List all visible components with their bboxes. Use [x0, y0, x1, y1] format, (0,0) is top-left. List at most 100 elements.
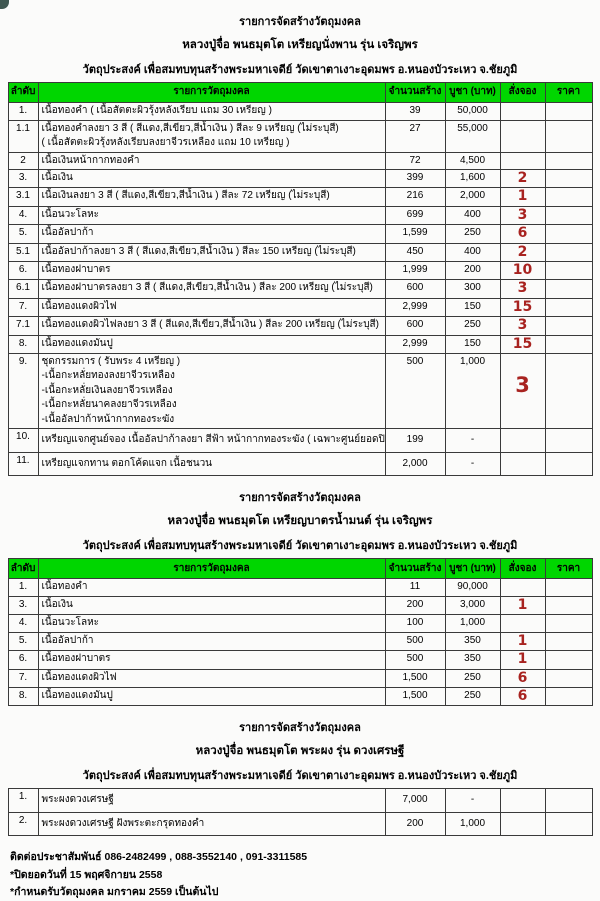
description-line: พระผงดวงเศรษฐี ฝังพระตะกรุดทองคำ: [41, 817, 205, 829]
section3-title-block: รายการจัดสร้างวัตถุมงคล หลวงปู่จื่อ พนธม…: [0, 718, 600, 784]
cell-item-description: เนื้อเงินหน้ากากทองคำ: [37, 151, 386, 170]
cell-worship-price: 4,500: [444, 151, 501, 170]
cell-price-blank: [544, 297, 593, 318]
cell-quantity-made: 2,999: [384, 297, 446, 318]
table-row: 10. เหรียญแจกศูนย์จอง เนื้ออัลปาก้าลงยา ส…: [7, 428, 593, 453]
cell-preorder-count: [499, 102, 546, 121]
cell-worship-price: 50,000: [444, 102, 501, 121]
table-row: 8. เนื้อทองแดงมันปู 1,500 250 6: [7, 686, 593, 707]
cell-worship-price: 350: [444, 650, 501, 670]
table-header-row: ลำดับ รายการวัตถุมงคล จำนวนสร้าง บูชา (บาท)…: [7, 82, 593, 103]
cell-item-description: เนื้อทองแดงมันปู: [37, 334, 386, 354]
cell-index: 4.: [7, 205, 39, 226]
cell-price-blank: [544, 205, 593, 226]
cell-price-blank: [544, 578, 593, 597]
description-line: เนื้ออัลปาก้า: [41, 227, 94, 239]
description-line: -เนื้อกะหลั่ยนาคลงยาจีวรเหลือง: [41, 399, 177, 411]
contact-line: ติดต่อประชาสัมพันธ์ 086-2482499 , 088-35…: [10, 851, 308, 864]
cell-price-blank: [544, 224, 593, 244]
description-line: เนื้อทองแดงมันปู: [41, 337, 113, 349]
cell-preorder-count: 3: [499, 316, 546, 336]
description-line: เนื้อเงิน: [41, 172, 73, 183]
cell-quantity-made: 1,500: [384, 668, 446, 688]
column-header-5: ราคา: [544, 82, 593, 103]
cell-item-description: ชุดกรรมการ ( รับพระ 4 เหรียญ ) -เนื้อกะหล…: [37, 352, 386, 430]
description-line: เนื้อทองคำ ( เนื้อสัตตะผิวรุ้งหลังเรียบ …: [41, 105, 272, 116]
cell-worship-price: 1,000: [444, 614, 501, 633]
cell-worship-price: 200: [444, 260, 501, 281]
cell-quantity-made: 1,999: [384, 260, 446, 281]
section2-title: รายการจัดสร้างวัตถุมงคล: [239, 492, 361, 505]
cell-price-blank: [544, 595, 593, 616]
section3-purpose: วัตถุประสงค์ เพื่อสมทบทุนสร้างพระมหาเจดี…: [82, 770, 518, 783]
column-header-3: บูชา (บาท): [444, 82, 501, 103]
cell-quantity-made: 600: [384, 316, 446, 336]
table-row: 5. เนื้ออัลปาก้า 500 350 1: [7, 631, 593, 652]
description-line: พระผงดวงเศรษฐี: [41, 794, 114, 806]
cell-quantity-made: 27: [384, 119, 446, 153]
cell-item-description: เหรียญแจกทาน ตอกโค้ดแจก เนื้อชนวน: [37, 451, 386, 477]
table-row: 6. เนื้อทองฝาบาตร 500 350 1: [7, 650, 593, 670]
section1-title-block: รายการจัดสร้างวัตถุมงคล หลวงปู่จื่อ พนธม…: [0, 12, 600, 78]
cell-preorder-count: 1: [499, 650, 546, 670]
cell-item-description: เนื้ออัลปาก้า: [37, 631, 386, 652]
description-line: เนื้อทองคำลงยา 3 สี ( สีแดง,สีเขียว,สีน้…: [41, 122, 339, 134]
cell-item-description: พระผงดวงเศรษฐี: [37, 788, 386, 813]
column-header-2: จำนวนสร้าง: [384, 558, 446, 580]
table-row: 11. เหรียญแจกทาน ตอกโค้ดแจก เนื้อชนวน 2,00…: [7, 451, 593, 477]
cell-worship-price: 350: [444, 631, 501, 652]
table-row: 3. เนื้อเงิน 200 3,000 1: [7, 595, 593, 616]
cell-quantity-made: 200: [384, 595, 446, 616]
description-line: เนื้อนวะโลหะ: [41, 208, 100, 220]
cell-item-description: เนื้อนวะโลหะ: [37, 614, 386, 633]
section3-title: รายการจัดสร้างวัตถุมงคล: [239, 722, 361, 735]
cell-price-blank: [544, 151, 593, 170]
description-line: เนื้อทองแดงผิวไฟ: [41, 300, 117, 312]
cell-price-blank: [544, 686, 593, 707]
description-line: -เนื้ออัลปาก้าหน้ากากทองระฆัง: [41, 413, 175, 425]
table-row: 2. พระผงดวงเศรษฐี ฝังพระตะกรุดทองคำ 200 1,0…: [7, 811, 593, 837]
table-row: 4. เนื้อนวะโลหะ 100 1,000: [7, 614, 593, 633]
cell-item-description: เนื้อทองแดงผิวไฟลงยา 3 สี ( สีแดง,สีเขีย…: [37, 316, 386, 336]
cell-index: 3.: [7, 168, 39, 189]
column-header-4: สั่งจอง: [499, 82, 546, 103]
table-row: 8. เนื้อทองแดงมันปู 2,999 150 15: [7, 334, 593, 354]
cell-quantity-made: 2,000: [384, 451, 446, 477]
cell-quantity-made: 1,599: [384, 224, 446, 244]
table-row: 1. เนื้อทองคำ 11 90,000: [7, 578, 593, 597]
cell-price-blank: [544, 668, 593, 688]
section2-purpose: วัตถุประสงค์ เพื่อสมทบทุนสร้างพระมหาเจดี…: [82, 540, 518, 553]
cell-preorder-count: 6: [499, 224, 546, 244]
section2-title-block: รายการจัดสร้างวัตถุมงคล หลวงปู่จื่อ พนธม…: [0, 488, 600, 554]
description-line: เนื้อเงิน: [41, 598, 73, 610]
cell-preorder-count: 15: [499, 297, 546, 318]
cell-preorder-count: [499, 614, 546, 633]
column-header-1: รายการวัตถุมงคล: [37, 558, 386, 580]
table-row: 1. เนื้อทองคำ ( เนื้อสัตตะผิวรุ้งหลังเรีย…: [7, 102, 593, 121]
cell-preorder-count: 3: [499, 352, 546, 430]
cell-index: 6.: [7, 260, 39, 281]
cell-item-description: เนื้อทองแดงผิวไฟ: [37, 297, 386, 318]
description-line: ( เนื้อสัตตะผิวรุ้งหลังเรียบลงยาจีวรเหลื…: [41, 137, 290, 148]
cell-worship-price: 300: [444, 279, 501, 299]
cell-preorder-count: [499, 428, 546, 453]
cell-preorder-count: [499, 811, 546, 837]
cell-quantity-made: 39: [384, 102, 446, 121]
column-header-0: ลำดับ: [7, 82, 39, 103]
table-row: 3. เนื้อเงิน 399 1,600 2: [7, 168, 593, 189]
table-row: 5. เนื้ออัลปาก้า 1,599 250 6: [7, 224, 593, 244]
cell-index: 8.: [7, 686, 39, 707]
section1-subtitle: หลวงปู่จื่อ พนธมุตโต เหรียญนั่งพาน รุ่น …: [182, 39, 418, 51]
cell-price-blank: [544, 279, 593, 299]
cell-price-blank: [544, 102, 593, 121]
cell-item-description: เนื้อทองแดงผิวไฟ: [37, 668, 386, 688]
cell-price-blank: [544, 260, 593, 281]
cell-worship-price: 55,000: [444, 119, 501, 153]
cell-price-blank: [544, 242, 593, 262]
cell-preorder-count: 3: [499, 279, 546, 299]
cell-worship-price: 2,000: [444, 187, 501, 207]
cell-item-description: เนื้อทองคำลงยา 3 สี ( สีแดง,สีเขียว,สีน้…: [37, 119, 386, 153]
cell-index: 9.: [7, 352, 39, 430]
cell-worship-price: 400: [444, 205, 501, 226]
cell-preorder-count: [499, 578, 546, 597]
